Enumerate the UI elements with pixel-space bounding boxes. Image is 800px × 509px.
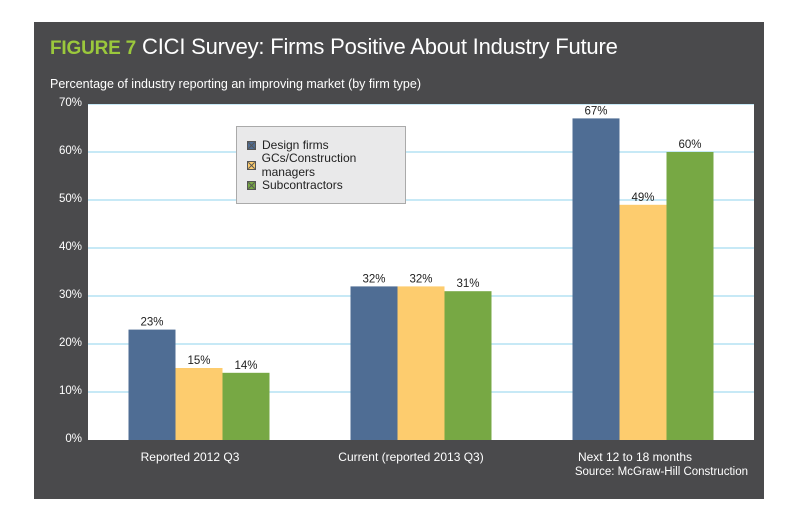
legend-label: Design firms — [262, 138, 329, 152]
y-tick-label: 60% — [58, 145, 82, 157]
y-tick-label: 40% — [58, 241, 82, 253]
bar-gcs-construction-managers-0 — [175, 368, 223, 440]
x-tick-label: Reported 2012 Q3 — [140, 450, 240, 464]
data-label: 60% — [678, 139, 701, 151]
x-tick-label: Next 12 to 18 months — [577, 450, 693, 464]
bar-design-firms-2 — [572, 118, 620, 441]
y-tick-label: 10% — [58, 385, 82, 397]
bar-chart: 23% 15% 14% 32% 32% 31% 67% 49% 60% — [88, 103, 754, 441]
y-tick-label: 50% — [58, 193, 82, 205]
data-label: 32% — [409, 273, 432, 285]
legend-item-gc: GCs/Construction managers — [247, 151, 405, 179]
title-text: CICI Survey: Firms Positive About Indust… — [142, 34, 618, 59]
data-label: 32% — [362, 273, 385, 285]
legend-swatch — [247, 180, 256, 190]
bar-design-firms-0 — [128, 329, 176, 440]
data-label: 23% — [140, 317, 163, 329]
bar-subcontractors-1 — [444, 291, 492, 440]
chart-subtitle: Percentage of industry reporting an impr… — [50, 77, 421, 91]
plot-area: 23% 15% 14% 32% 32% 31% 67% 49% 60% — [88, 103, 754, 441]
y-tick-label: 30% — [58, 289, 82, 301]
source-note: Source: McGraw-Hill Construction — [574, 466, 748, 478]
legend: Design firms GCs/Construction managers S… — [236, 126, 406, 204]
data-label: 15% — [187, 355, 210, 367]
data-label: 67% — [584, 105, 607, 117]
legend-swatch — [247, 160, 256, 170]
y-tick-label: 70% — [58, 97, 82, 109]
y-tick-label: 20% — [58, 337, 82, 349]
legend-item-sub: Subcontractors — [247, 175, 405, 195]
legend-swatch — [247, 140, 256, 150]
y-tick-label: 0% — [65, 433, 82, 445]
bar-gcs-construction-managers-1 — [397, 286, 445, 440]
data-label: 31% — [456, 278, 479, 290]
figure-label: FIGURE 7 — [50, 38, 137, 59]
data-label: 14% — [234, 360, 257, 372]
legend-label: Subcontractors — [262, 178, 343, 192]
bar-design-firms-1 — [350, 286, 398, 440]
legend-label: GCs/Construction managers — [261, 151, 357, 179]
data-label: 49% — [631, 192, 654, 204]
chart-title: FIGURE 7 CICI Survey: Firms Positive Abou… — [50, 34, 618, 60]
x-tick-label: Current (reported 2013 Q3) — [338, 450, 484, 464]
bar-gcs-construction-managers-2 — [619, 204, 667, 440]
bar-subcontractors-2 — [666, 152, 714, 440]
bar-subcontractors-0 — [222, 372, 270, 440]
legend-item-design: Design firms — [247, 135, 405, 155]
